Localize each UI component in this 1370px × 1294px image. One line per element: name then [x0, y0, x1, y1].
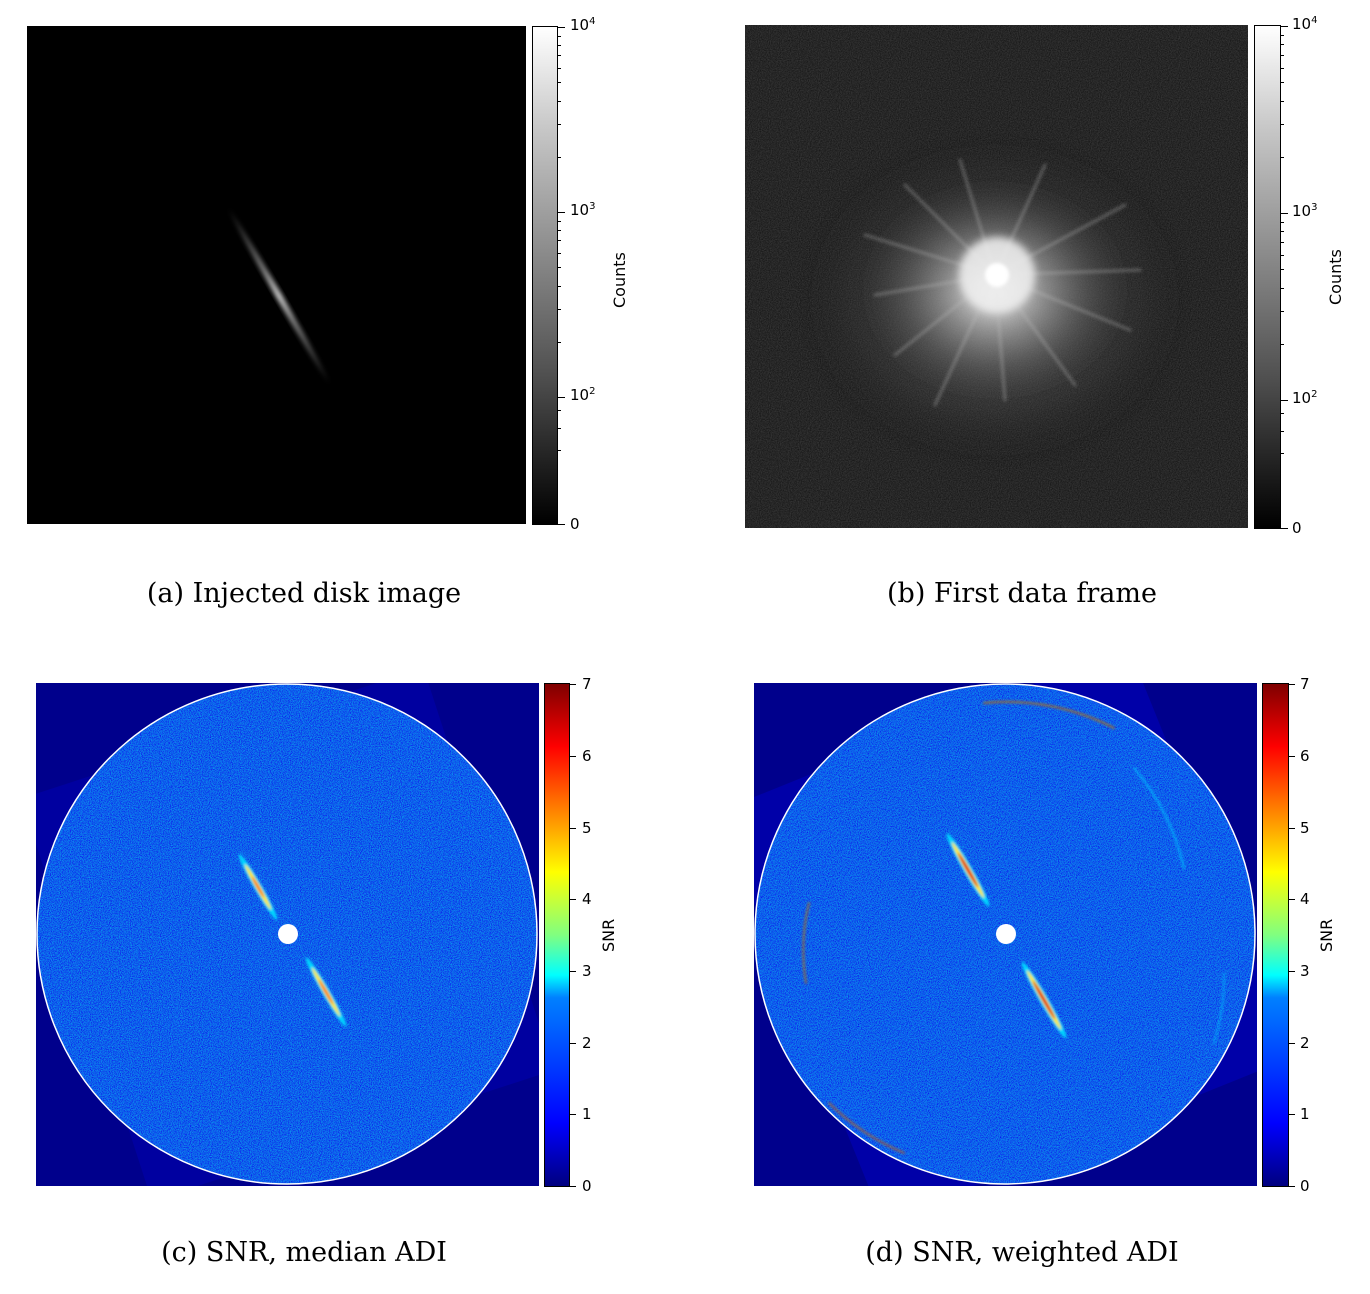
colorbar-a-tick-2: 102 [570, 386, 596, 404]
colorbar-c-tick-0: 0 [582, 1177, 592, 1195]
colorbar-b-tick-2: 102 [1292, 389, 1318, 407]
colorbar-a-tick-0: 104 [570, 16, 596, 34]
colorbar-b-tick-3: 0 [1292, 519, 1302, 537]
colorbar-d-tick-2: 2 [1300, 1034, 1310, 1052]
colorbar-c-tick-7: 7 [582, 675, 592, 693]
caption-c: (c) SNR, median ADI [161, 1237, 447, 1268]
colorbar-c-tick-1: 1 [582, 1105, 592, 1123]
colorbar-b-tick-0: 104 [1292, 15, 1318, 33]
colorbar-d-tick-0: 0 [1300, 1177, 1310, 1195]
colorbar-a-label: Counts [610, 252, 629, 308]
first-data-frame-image [745, 25, 1248, 528]
injected-disk-image [27, 26, 526, 524]
colorbar-c-tick-4: 4 [582, 890, 592, 908]
colorbar-c-tick-2: 2 [582, 1034, 592, 1052]
snr-median-adi-image [36, 683, 539, 1186]
colorbar-d-tick-1: 1 [1300, 1105, 1310, 1123]
colorbar-c-label: SNR [599, 918, 618, 952]
colorbar-a-tick-1: 103 [570, 201, 596, 219]
colorbar-d-tick-3: 3 [1300, 962, 1310, 980]
colorbar-c-tick-3: 3 [582, 962, 592, 980]
colorbar-d-tick-6: 6 [1300, 747, 1310, 765]
colorbar-c-tick-6: 6 [582, 747, 592, 765]
colorbar-a [532, 26, 558, 525]
snr-weighted-adi-image [754, 683, 1257, 1186]
caption-a: (a) Injected disk image [146, 578, 462, 609]
caption-d: (d) SNR, weighted ADI [865, 1237, 1179, 1268]
colorbar-d [1262, 683, 1289, 1187]
colorbar-d-tick-5: 5 [1300, 819, 1310, 837]
colorbar-c-tick-5: 5 [582, 819, 592, 837]
colorbar-c [544, 683, 570, 1187]
colorbar-b-label: Counts [1326, 249, 1345, 305]
colorbar-d-label: SNR [1317, 918, 1336, 952]
colorbar-d-tick-4: 4 [1300, 890, 1310, 908]
colorbar-b-tick-1: 103 [1292, 202, 1318, 220]
caption-b: (b) First data frame [887, 578, 1157, 609]
colorbar-b [1254, 25, 1281, 529]
colorbar-d-tick-7: 7 [1300, 675, 1310, 693]
colorbar-a-tick-3: 0 [570, 515, 580, 533]
